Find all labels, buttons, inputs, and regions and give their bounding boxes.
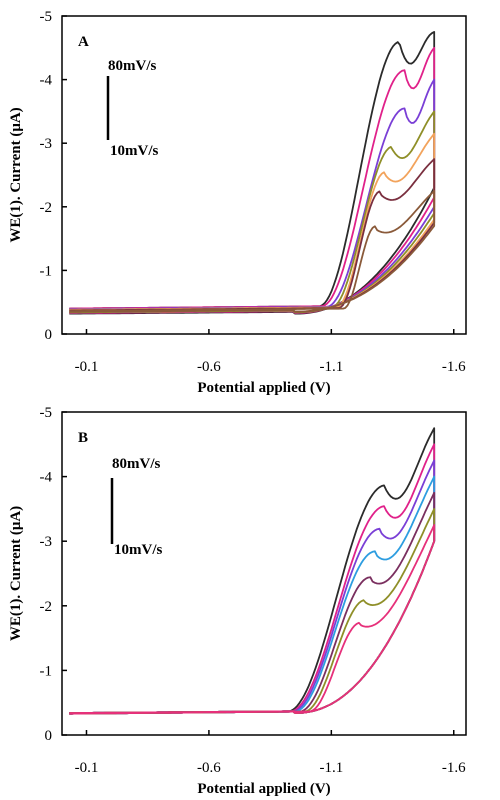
x-tick-label: -0.1 — [75, 760, 99, 776]
y-tick-label: -4 — [40, 470, 53, 486]
x-tick-label: -0.6 — [197, 760, 221, 776]
series-line-5 — [69, 132, 436, 313]
series-line-7 — [69, 524, 436, 715]
x-tick-label: -0.6 — [197, 359, 221, 375]
series-line-3 — [69, 78, 436, 314]
y-axis-label: WE(1). Current (μA) — [8, 506, 24, 641]
series-line-7 — [69, 190, 436, 313]
panel-label: B — [78, 430, 88, 446]
series-line-2 — [69, 443, 436, 715]
annotation-bottom: 10mV/s — [110, 143, 158, 159]
series-line-2 — [69, 46, 436, 314]
y-tick-label: -3 — [40, 136, 53, 152]
series-line-6 — [69, 508, 436, 715]
series-line-1 — [69, 31, 436, 315]
y-tick-label: -1 — [40, 663, 53, 679]
annotation-top: 80mV/s — [108, 58, 156, 74]
x-tick-label: -1.6 — [442, 359, 466, 375]
x-axis-label: Potential applied (V) — [197, 380, 330, 396]
annotation-bottom: 10mV/s — [114, 542, 162, 558]
panel-B: -0.1 -0.6 -1.1 -1.6 0 -1 -2 -3 -4 -5 B Potential ap… — [8, 405, 467, 797]
x-tick-label: -1.1 — [319, 359, 343, 375]
plot-frame — [61, 15, 467, 335]
y-tick-label: -2 — [40, 599, 53, 615]
series-line-3 — [69, 459, 436, 715]
y-tick-label: -5 — [40, 9, 53, 25]
x-axis-label: Potential applied (V) — [197, 781, 330, 797]
y-axis-label: WE(1). Current (μA) — [8, 107, 24, 242]
series-line-4 — [69, 475, 436, 715]
plot-frame — [61, 411, 467, 736]
x-tick-label: -1.6 — [442, 760, 466, 776]
x-tick-label: -1.1 — [319, 760, 343, 776]
y-tick-label: 0 — [45, 728, 53, 744]
panel-A: -0.1 -0.6 -1.1 -1.6 0 -1 -2 -3 -4 -5 A Potential ap… — [8, 9, 467, 396]
y-tick-label: -3 — [40, 534, 53, 550]
y-tick-label: -5 — [40, 405, 53, 421]
x-tick-label: -0.1 — [75, 359, 99, 375]
y-tick-label: -1 — [40, 263, 53, 279]
y-tick-label: -2 — [40, 200, 53, 216]
series-line-6 — [69, 158, 436, 313]
y-tick-label: 0 — [45, 327, 53, 343]
panel-label: A — [78, 34, 89, 50]
y-tick-label: -4 — [40, 73, 53, 89]
annotation-top: 80mV/s — [112, 456, 160, 472]
